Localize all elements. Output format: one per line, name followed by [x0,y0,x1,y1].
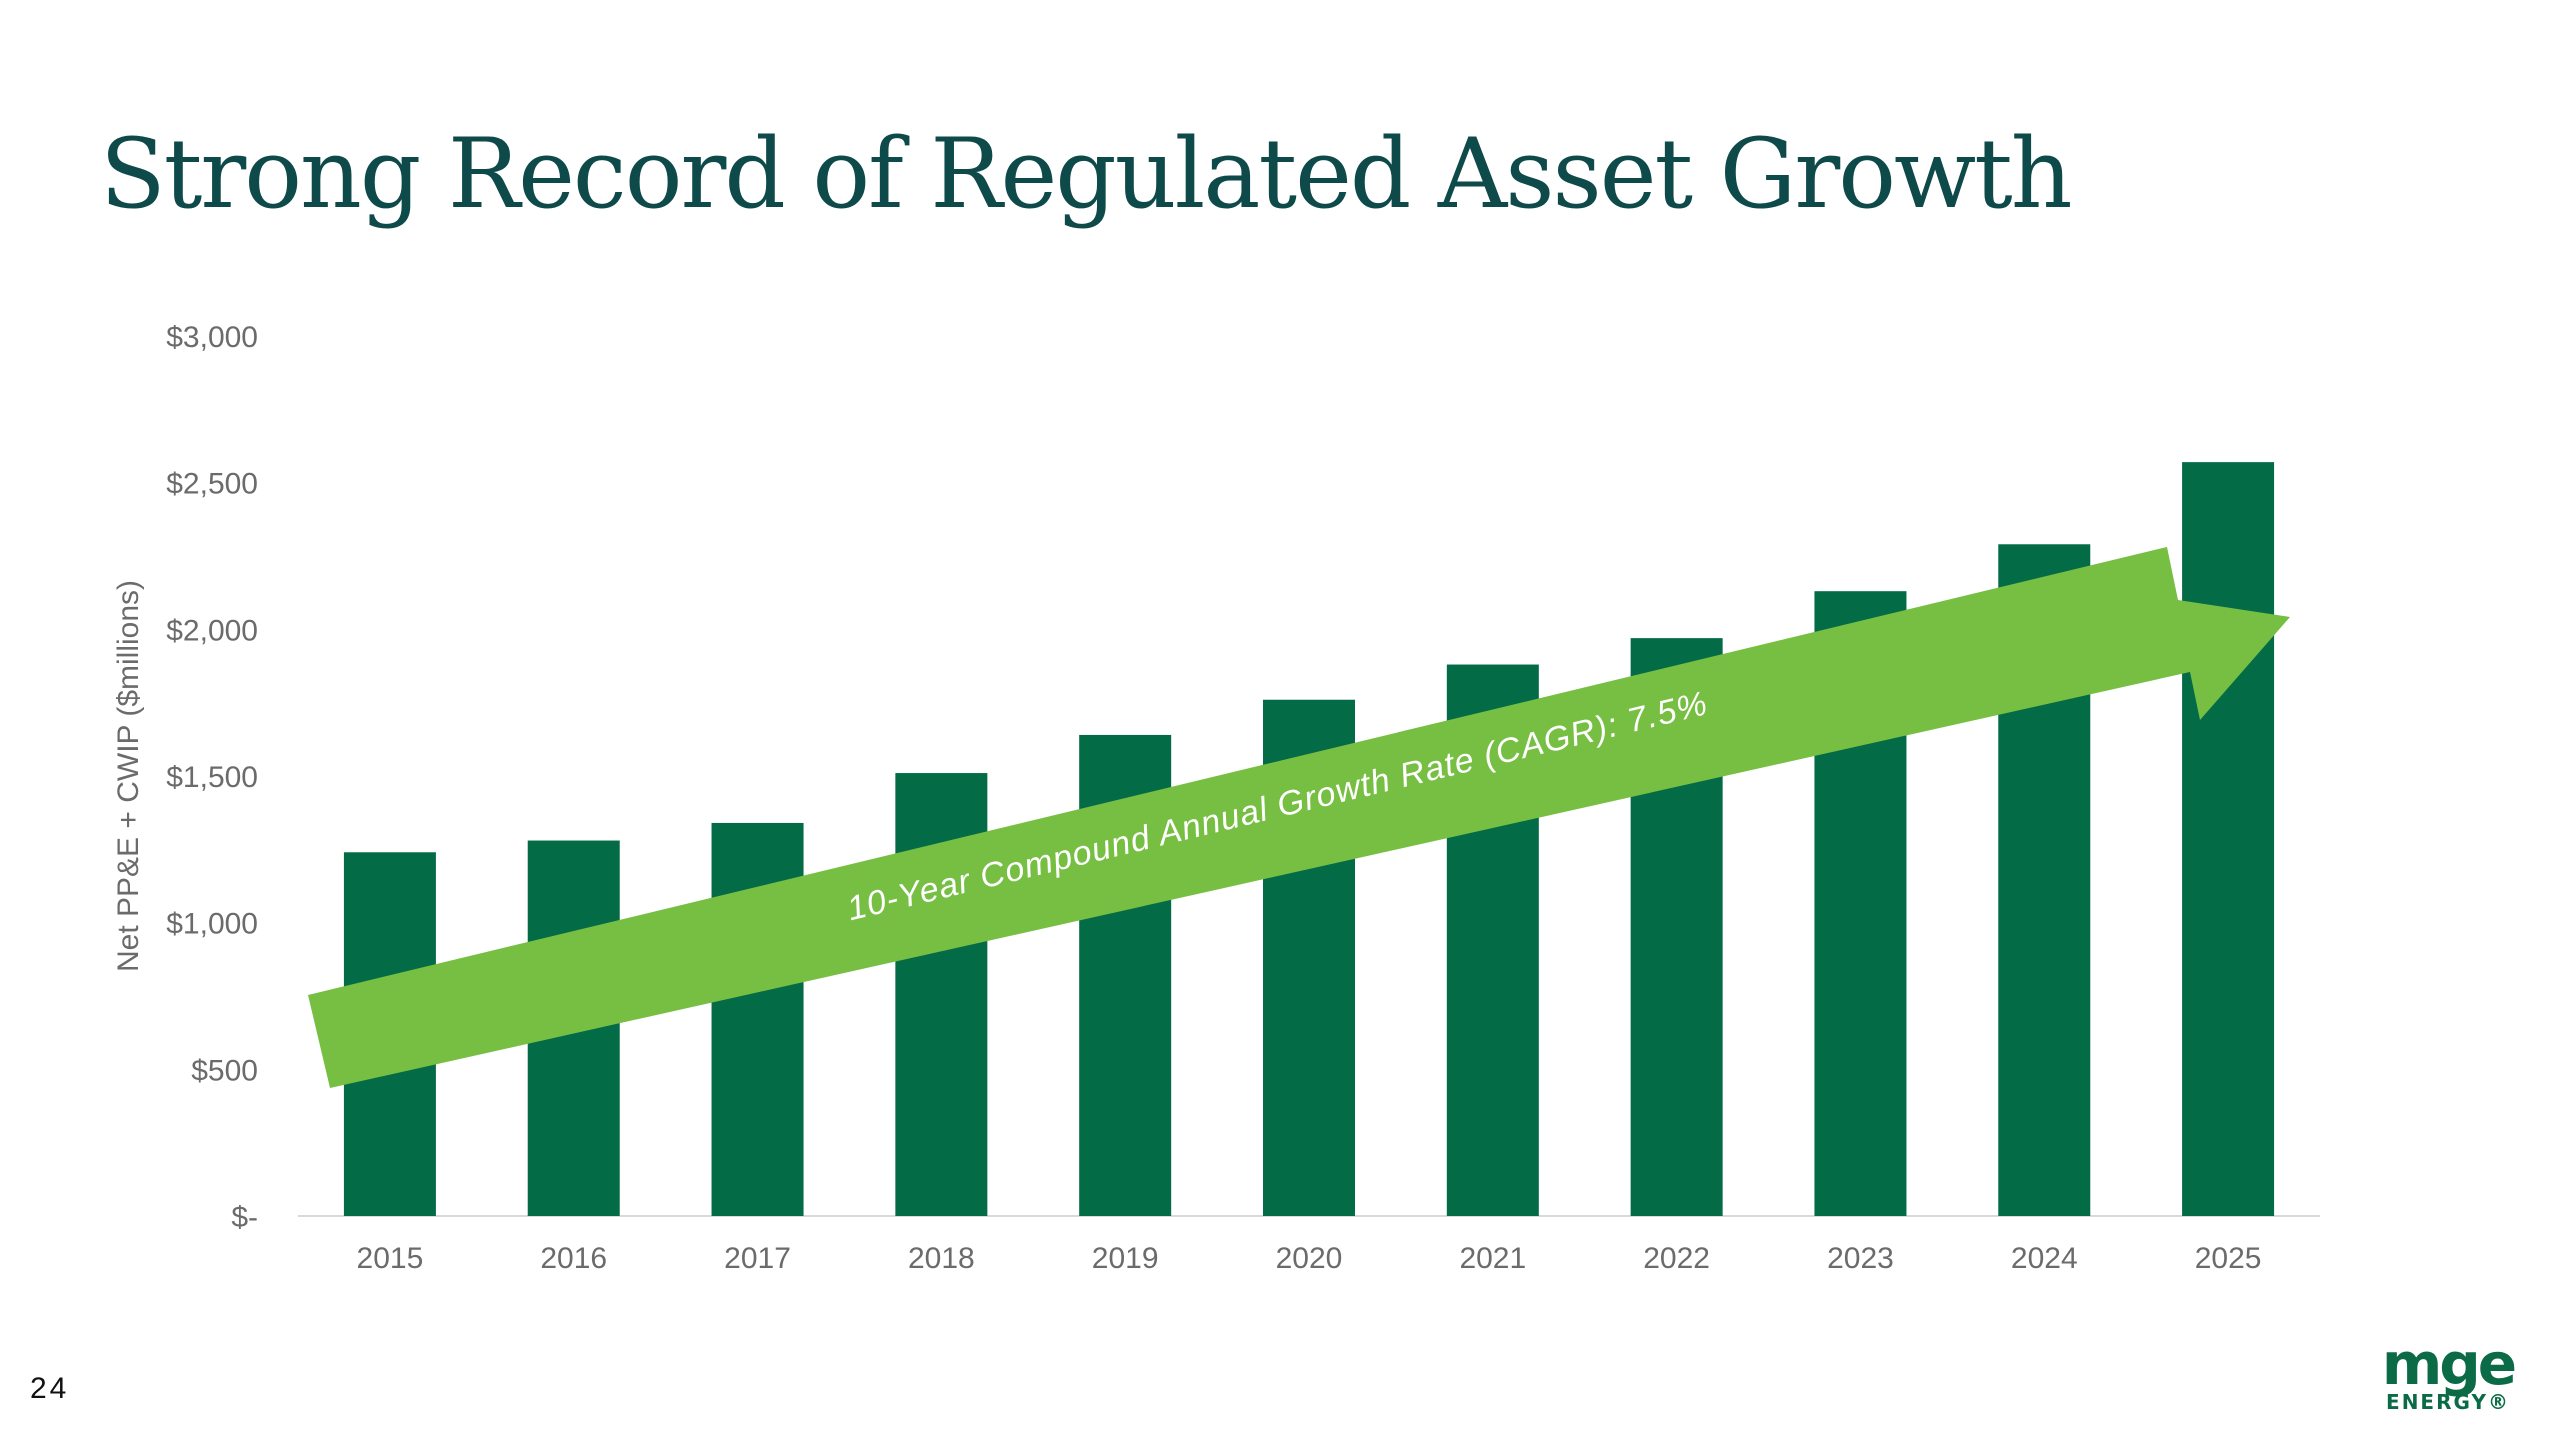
x-tick-label: 2018 [908,1242,975,1275]
y-tick-label: $3,000 [166,321,258,354]
x-tick-label: 2015 [357,1242,424,1275]
y-tick-label: $2,000 [166,614,258,647]
bar-2025 [2182,462,2275,1217]
x-tick-label: 2020 [1276,1242,1343,1275]
x-tick-label: 2021 [1459,1242,1526,1275]
y-tick-label: $500 [191,1054,258,1087]
y-tick-label: $1,000 [166,908,258,941]
page-number: 24 [30,1372,70,1405]
page-title: Strong Record of Regulated Asset Growth [100,118,2073,230]
y-tick-label: $2,500 [166,468,258,501]
logo-subtext: ENERGY® [2386,1390,2510,1414]
y-axis-title: Net PP&E + CWIP ($millions) [112,580,145,972]
logo-wordmark: mge [2381,1330,2517,1398]
x-tick-label: 2016 [540,1242,607,1275]
cagr-arrow [308,547,2290,1088]
x-tick-label: 2019 [1092,1242,1159,1275]
y-tick-label: $- [231,1201,258,1234]
y-tick-label: $1,500 [166,761,258,794]
x-tick-label: 2025 [2195,1242,2262,1275]
x-tick-label: 2017 [724,1242,791,1275]
x-tick-label: 2022 [1643,1242,1710,1275]
x-tick-label: 2024 [2011,1242,2078,1275]
mge-energy-logo: mge ENERGY® [2366,1330,2530,1416]
x-tick-label: 2023 [1827,1242,1894,1275]
